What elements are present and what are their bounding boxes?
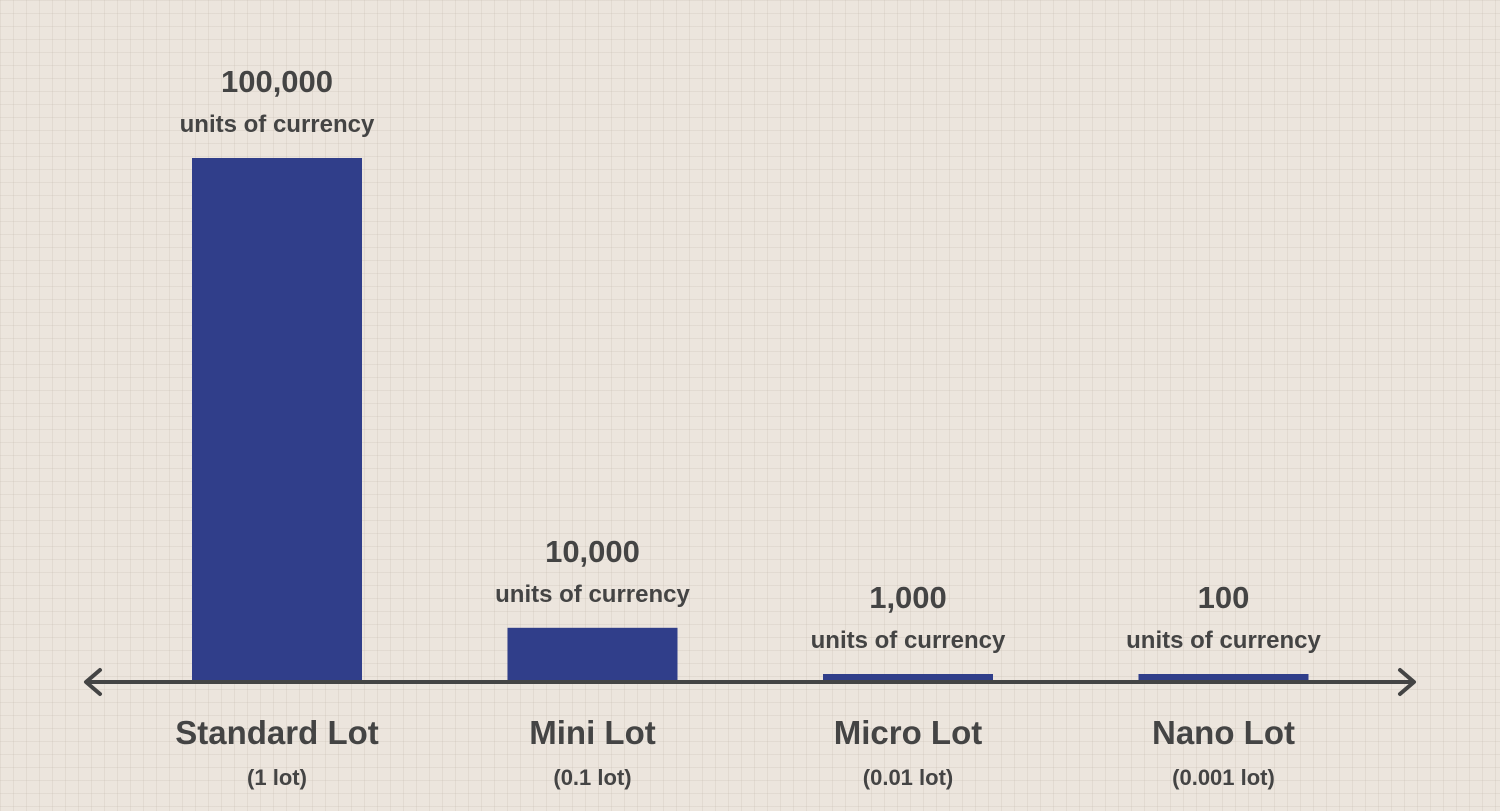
category-label: Micro Lot: [834, 714, 982, 751]
x-axis-left-arrowhead: [84, 668, 102, 696]
bar: [192, 158, 362, 680]
bar-value-label: 100: [1198, 580, 1250, 615]
category-label: Mini Lot: [529, 714, 655, 751]
category-sublabel: (0.01 lot): [863, 765, 953, 790]
bar-unit-label: units of currency: [1126, 627, 1321, 654]
category-label: Nano Lot: [1152, 714, 1295, 751]
bar-value-label: 100,000: [221, 64, 333, 99]
bar-unit-label: units of currency: [811, 627, 1006, 654]
labels-group: 100,000 units of currency Standard Lot (1 l…: [175, 64, 1321, 790]
bar-unit-label: units of currency: [495, 581, 690, 608]
bar: [507, 627, 678, 680]
bar-value-label: 10,000: [545, 534, 640, 569]
category-sublabel: (1 lot): [247, 765, 307, 790]
bar-value-label: 1,000: [869, 580, 947, 615]
bar: [1138, 674, 1309, 680]
bars-group: [192, 158, 1309, 680]
bar-unit-label: units of currency: [180, 111, 375, 138]
category-sublabel: (0.1 lot): [553, 765, 631, 790]
category-label: Standard Lot: [175, 714, 379, 751]
x-axis: [84, 668, 1416, 696]
bar: [823, 674, 993, 680]
category-sublabel: (0.001 lot): [1172, 765, 1275, 790]
x-axis-right-arrowhead: [1398, 668, 1416, 696]
